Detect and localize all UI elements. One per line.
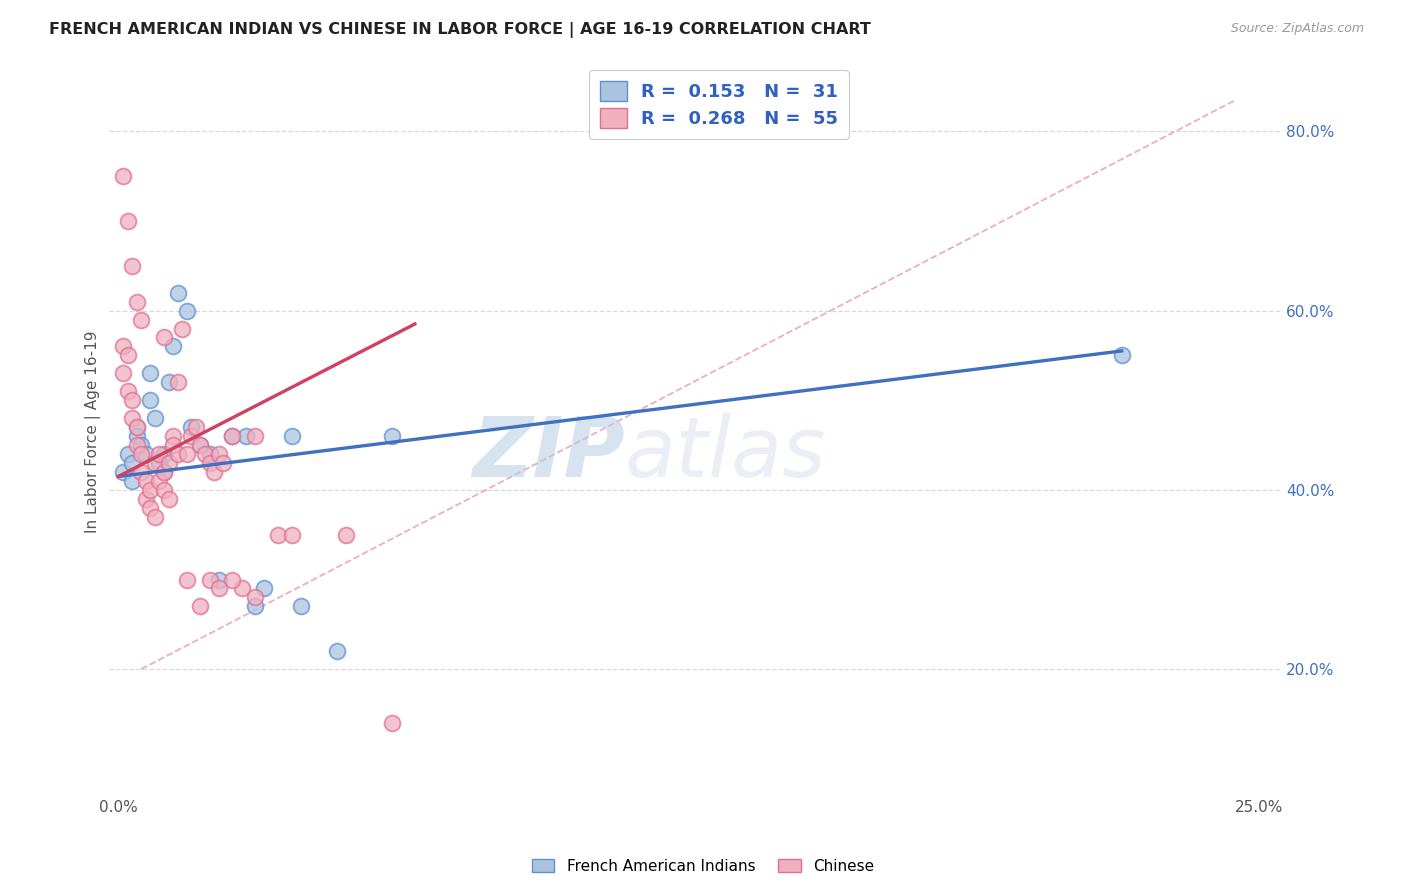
Point [125, 429, 148, 443]
Point [153, 447, 176, 461]
Point [121, 393, 143, 408]
Point [221, 429, 243, 443]
Point [245, 599, 267, 614]
Point [148, 447, 170, 461]
Point [153, 483, 176, 497]
Point [190, 438, 212, 452]
Point [157, 456, 180, 470]
Point [231, 582, 253, 596]
Point [162, 339, 184, 353]
Point [235, 429, 257, 443]
Point [180, 429, 202, 443]
Point [117, 214, 139, 228]
Y-axis label: In Labor Force | Age 16-19: In Labor Force | Age 16-19 [86, 330, 101, 533]
Point [111, 339, 134, 353]
Point [208, 582, 231, 596]
Point [221, 429, 243, 443]
Point [143, 509, 166, 524]
Point [153, 330, 176, 344]
Point [148, 474, 170, 488]
Point [157, 491, 180, 506]
Point [129, 438, 152, 452]
Point [129, 465, 152, 479]
Point [176, 303, 198, 318]
Point [208, 447, 231, 461]
Point [198, 447, 221, 461]
Point [194, 447, 217, 461]
Point [125, 420, 148, 434]
Point [198, 456, 221, 470]
Point [117, 447, 139, 461]
Point [280, 429, 302, 443]
Point [166, 447, 188, 461]
Point [172, 321, 194, 335]
Point [280, 527, 302, 541]
Point [162, 429, 184, 443]
Point [267, 527, 290, 541]
Point [129, 447, 152, 461]
Point [139, 393, 162, 408]
Point [184, 420, 207, 434]
Point [121, 259, 143, 273]
Point [245, 429, 267, 443]
Point [157, 376, 180, 390]
Point [139, 483, 162, 497]
Point [381, 429, 404, 443]
Text: Source: ZipAtlas.com: Source: ZipAtlas.com [1230, 22, 1364, 36]
Point [290, 599, 312, 614]
Point [245, 591, 267, 605]
Point [221, 573, 243, 587]
Text: ZIP: ZIP [472, 413, 626, 494]
Point [253, 582, 276, 596]
Point [125, 420, 148, 434]
Point [190, 599, 212, 614]
Point [202, 465, 225, 479]
Point [135, 447, 157, 461]
Point [198, 573, 221, 587]
Point [176, 573, 198, 587]
Point [326, 644, 349, 658]
Point [212, 456, 235, 470]
Point [208, 573, 231, 587]
Point [166, 285, 188, 300]
Point [139, 500, 162, 515]
Point [139, 367, 162, 381]
Point [135, 474, 157, 488]
Text: atlas: atlas [626, 413, 827, 494]
Legend: French American Indians, Chinese: French American Indians, Chinese [526, 853, 880, 880]
Point [125, 294, 148, 309]
Point [121, 474, 143, 488]
Point [381, 716, 404, 731]
Point [111, 367, 134, 381]
Point [135, 491, 157, 506]
Point [166, 376, 188, 390]
Point [143, 456, 166, 470]
Text: FRENCH AMERICAN INDIAN VS CHINESE IN LABOR FORCE | AGE 16-19 CORRELATION CHART: FRENCH AMERICAN INDIAN VS CHINESE IN LAB… [49, 22, 872, 38]
Point [143, 411, 166, 425]
Point [117, 348, 139, 362]
Point [335, 527, 357, 541]
Point [117, 384, 139, 399]
Point [176, 447, 198, 461]
Point [125, 438, 148, 452]
Point [121, 411, 143, 425]
Point [153, 465, 176, 479]
Point [121, 456, 143, 470]
Point [111, 169, 134, 183]
Point [1111, 348, 1133, 362]
Point [162, 438, 184, 452]
Point [148, 456, 170, 470]
Legend: R =  0.153   N =  31, R =  0.268   N =  55: R = 0.153 N = 31, R = 0.268 N = 55 [589, 70, 849, 139]
Point [190, 438, 212, 452]
Point [111, 465, 134, 479]
Point [129, 312, 152, 326]
Point [153, 465, 176, 479]
Point [180, 420, 202, 434]
